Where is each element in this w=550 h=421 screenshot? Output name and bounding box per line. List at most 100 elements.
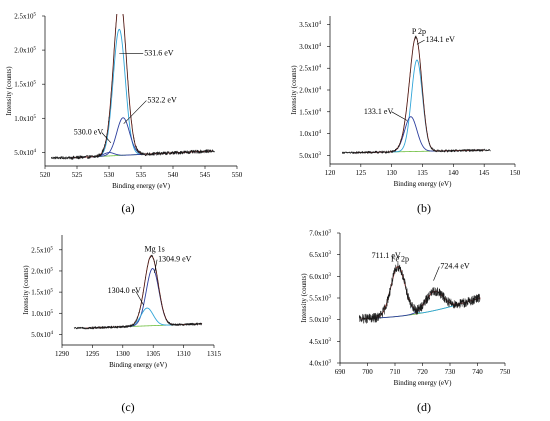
y-tick-label: 5.0x103 [309,316,331,324]
peak-annotation: 531.6 eV [144,49,174,58]
y-tick-label: 5.5x103 [309,295,331,303]
y-axis-title: Intensity (counts) [22,265,30,315]
x-tick-label: 530 [104,171,115,179]
panel-caption: (c) [121,400,134,414]
y-tick-label: 2.5x105 [31,246,53,254]
y-tick-label: 5.0x104 [31,331,53,339]
plot-area [73,254,203,330]
raw-spectrum [358,261,481,324]
peak-annotation: 724.4 eV [440,262,470,271]
x-tick-label: 1295 [85,350,100,358]
x-tick-label: 130 [386,169,397,177]
y-tick-label: 2.0x105 [14,47,36,55]
element-title: Fe 2p [391,255,409,264]
x-tick-label: 1315 [207,350,222,358]
y-tick-label: 1.5x105 [14,81,36,89]
raw-spectrum [342,35,491,155]
y-tick-label: 1.0x104 [299,130,321,138]
x-axis-title: Binding energy (eV) [112,182,170,190]
plot-area [358,261,481,324]
component-peak-1 [361,266,481,320]
y-tick-label: 3.0x104 [299,43,321,51]
y-tick-label: 3.5x104 [299,21,321,29]
x-tick-label: 700 [362,368,373,376]
y-tick-label: 1.0x105 [31,310,53,318]
x-tick-label: 720 [417,368,428,376]
element-title: Mg 1s [144,245,164,254]
x-tick-label: 1305 [146,350,161,358]
peak-annotation: 532.2 eV [147,96,177,105]
peak-annotation: 530.0 eV [74,128,104,137]
peak-annotation: 134.1 eV [426,35,456,44]
y-tick-label: 6.5x103 [309,251,331,259]
y-tick-label: 2.5x105 [14,13,36,21]
chart-panel-4: 690 700 710 720 730 740 750 4.0x103 4.5x103 5.0x1… [300,230,511,415]
x-axis-title: Binding energy (eV) [394,379,452,387]
y-tick-label: 1.5x105 [31,289,53,297]
y-axis-title: Intensity (counts) [290,65,298,115]
element-title: P 2p [412,27,426,36]
annotation-leader [154,259,158,274]
component-peak-1 [70,28,212,159]
x-tick-label: 545 [200,171,211,179]
y-tick-label: 6.0x103 [309,273,331,281]
y-tick-label: 5.0x103 [299,152,321,160]
x-tick-label: 150 [510,169,521,177]
x-tick-label: 535 [136,171,147,179]
x-tick-label: 740 [472,368,483,376]
x-tick-label: 550 [232,171,243,179]
annotation-leader [123,100,147,124]
y-tick-label: 2.0x104 [299,87,321,95]
x-tick-label: 690 [335,368,346,376]
chart-panel-1: 520 525 530 535 540 545 550 5.0x104 1.0x105 1.5x1… [5,13,243,216]
peak-annotation: 1304.9 eV [158,255,192,264]
x-tick-label: 1290 [55,350,70,358]
y-tick-label: 2.0x105 [31,267,53,275]
annotation-leader [416,39,425,45]
annotation-leader [397,255,400,259]
panel-caption: (b) [417,201,431,215]
y-tick-label: 4.0x103 [309,360,331,368]
annotation-leader [433,266,440,281]
plot-area [51,14,215,160]
x-tick-label: 145 [479,169,490,177]
chart-panel-2: 120 125 130 135 140 145 150 5.0x103 1.0x104 1.5x1… [290,16,521,215]
panel-caption: (a) [121,201,134,215]
y-tick-label: 2.5x104 [299,65,321,73]
x-tick-label: 1300 [116,350,131,358]
x-tick-label: 125 [356,169,367,177]
x-tick-label: 525 [72,171,83,179]
component-peak-1 [85,268,203,329]
annotation-leader [101,132,112,144]
raw-spectrum [73,254,202,330]
plot-area [342,35,491,155]
y-tick-label: 5.0x104 [14,149,36,157]
x-tick-label: 750 [500,368,511,376]
envelope-fit [85,255,203,329]
x-tick-label: 540 [168,171,179,179]
x-tick-label: 120 [325,169,336,177]
panel-caption: (d) [417,400,431,414]
peak-annotation: 133.1 eV [364,107,394,116]
y-tick-label: 7.0x103 [309,230,331,238]
y-axis-title: Intensity (counts) [300,273,308,323]
x-axis-title: Binding energy (eV) [109,361,167,369]
y-tick-label: 4.5x103 [309,338,331,346]
component-peak-2 [354,116,485,154]
x-tick-label: 710 [390,368,401,376]
y-tick-label: 1.5x104 [299,108,321,116]
y-axis-title: Intensity (counts) [5,66,13,116]
envelope-fit [361,266,481,320]
x-tick-label: 140 [448,169,459,177]
y-tick-label: 1.0x105 [14,115,36,123]
peak-annotation: 1304.0 eV [108,286,142,295]
peak-annotation: 711.1 eV [372,251,401,260]
raw-spectrum [51,14,215,160]
x-tick-label: 730 [445,368,456,376]
x-tick-label: 135 [417,169,428,177]
chart-panel-3: 1290 1295 1300 1305 1310 1315 5.0x104 1.0x105 1.… [22,235,222,414]
annotation-leader [135,290,144,305]
annotation-leader [391,111,408,121]
x-axis-title: Binding energy (eV) [394,180,452,188]
